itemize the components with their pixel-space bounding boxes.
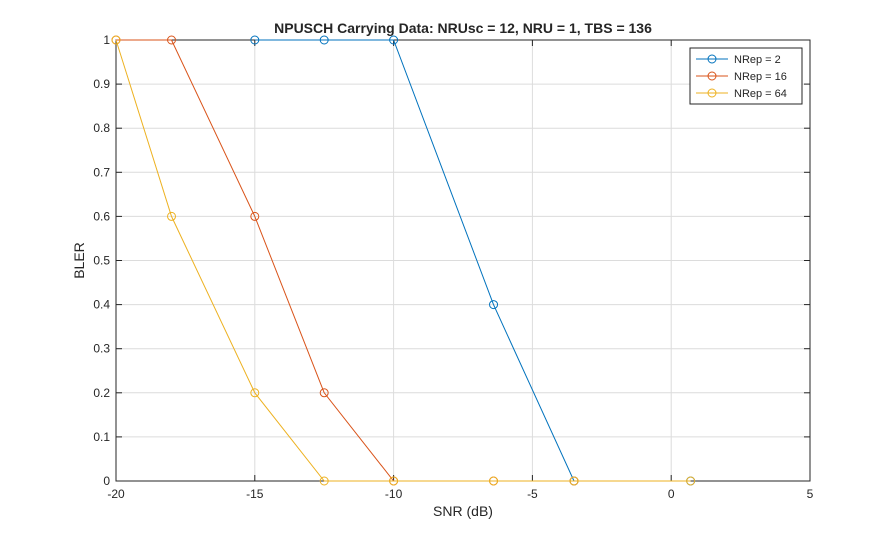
x-axis-ticks: -20 -15 -10 -5 0 5 xyxy=(107,40,814,501)
data-point-marker xyxy=(489,476,499,486)
legend-marker xyxy=(707,88,717,98)
y-tick-label: 0.1 xyxy=(93,430,110,444)
y-axis-label: BLER xyxy=(71,242,87,279)
chart-title: NPUSCH Carrying Data: NRUsc = 12, NRU = … xyxy=(274,20,652,36)
legend-entry-label: NRep = 2 xyxy=(734,54,781,66)
data-point-marker xyxy=(319,35,329,45)
x-tick-label: -15 xyxy=(246,487,264,501)
y-tick-label: 0 xyxy=(103,474,110,488)
data-point-marker xyxy=(111,35,121,45)
data-point-marker xyxy=(250,388,260,398)
legend: NRep = 2 NRep = 16 NRep = 64 xyxy=(689,47,803,105)
y-tick-label: 0.9 xyxy=(93,77,110,91)
data-point-marker xyxy=(319,388,329,398)
y-tick-label: 0.4 xyxy=(93,298,110,312)
x-axis-label: SNR (dB) xyxy=(433,503,493,519)
x-tick-label: -20 xyxy=(107,487,125,501)
data-point-marker xyxy=(686,476,696,486)
x-tick-label: -10 xyxy=(385,487,403,501)
series-3 xyxy=(111,35,696,486)
x-tick-label: 0 xyxy=(668,487,675,501)
x-tick-label: -5 xyxy=(527,487,538,501)
y-axis-ticks: 0 0.1 0.2 0.3 0.4 0.5 0.6 0.7 0.8 0.9 1 xyxy=(93,33,810,488)
data-point-marker xyxy=(167,35,177,45)
data-point-marker xyxy=(389,476,399,486)
y-tick-label: 0.2 xyxy=(93,386,110,400)
y-tick-label: 0.3 xyxy=(93,342,110,356)
data-point-marker xyxy=(319,476,329,486)
y-tick-label: 0.6 xyxy=(93,209,110,223)
x-tick-label: 5 xyxy=(807,487,814,501)
legend-marker xyxy=(707,71,717,81)
data-point-marker xyxy=(250,35,260,45)
legend-entry-label: NRep = 64 xyxy=(734,88,787,100)
data-point-marker xyxy=(250,211,260,221)
grid-lines xyxy=(115,39,811,482)
y-tick-label: 0.8 xyxy=(93,121,110,135)
legend-entry-label: NRep = 16 xyxy=(734,71,787,83)
data-series xyxy=(111,35,696,486)
data-point-marker xyxy=(489,300,499,310)
data-point-marker xyxy=(389,35,399,45)
series-line xyxy=(115,39,691,482)
y-tick-label: 1 xyxy=(103,33,110,47)
y-tick-label: 0.5 xyxy=(93,254,110,268)
data-point-marker xyxy=(167,211,177,221)
y-tick-label: 0.7 xyxy=(93,165,110,179)
data-point-marker xyxy=(569,476,579,486)
legend-marker xyxy=(707,54,717,64)
